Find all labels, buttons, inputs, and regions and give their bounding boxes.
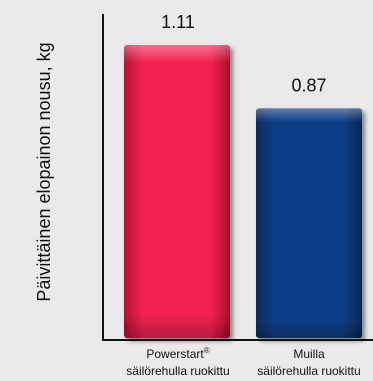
- y-axis-title: Päivittäinen elopainon nousu, kg: [34, 42, 54, 301]
- category-labels: Powerstart® säilörehulla ruokittu Muilla sä…: [126, 346, 360, 378]
- x-tick-label-1-line-1: Powerstart®: [146, 346, 209, 361]
- bar-2: [256, 108, 362, 338]
- bar-1: [124, 45, 230, 338]
- bar-value-label-2: 0.87: [291, 75, 326, 95]
- value-labels: 1.11 0.87: [161, 12, 326, 95]
- x-tick-label-2-line-2: säilörehulla ruokittu: [257, 364, 360, 378]
- bar-value-label-1: 1.11: [161, 12, 195, 32]
- bars: [124, 45, 362, 338]
- x-tick-label-1-line-2: säilörehulla ruokittu: [126, 364, 229, 378]
- x-tick-label-2-line-1: Muilla: [293, 347, 325, 361]
